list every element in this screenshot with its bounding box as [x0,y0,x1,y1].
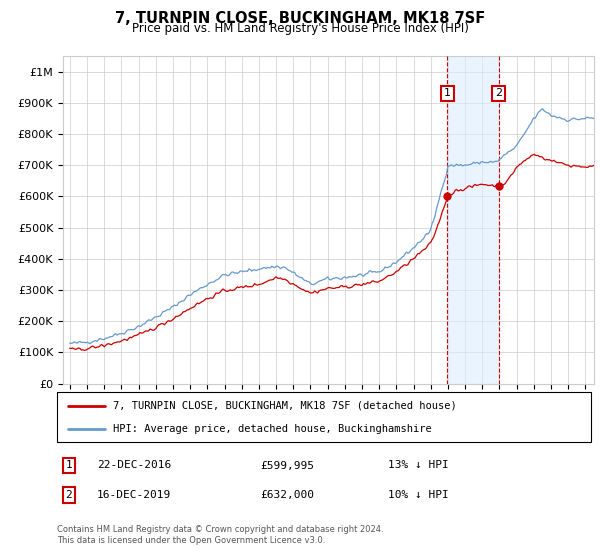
Text: £599,995: £599,995 [260,460,314,470]
Text: HPI: Average price, detached house, Buckinghamshire: HPI: Average price, detached house, Buck… [113,424,432,434]
Text: 2: 2 [65,490,72,500]
Text: 22-DEC-2016: 22-DEC-2016 [97,460,172,470]
Text: 1: 1 [444,88,451,99]
Text: Price paid vs. HM Land Registry's House Price Index (HPI): Price paid vs. HM Land Registry's House … [131,22,469,35]
FancyBboxPatch shape [57,392,591,442]
Text: 1: 1 [65,460,72,470]
Bar [448,56,499,384]
Text: 7, TURNPIN CLOSE, BUCKINGHAM, MK18 7SF: 7, TURNPIN CLOSE, BUCKINGHAM, MK18 7SF [115,11,485,26]
Text: £632,000: £632,000 [260,490,314,500]
Text: 10% ↓ HPI: 10% ↓ HPI [388,490,449,500]
Text: 16-DEC-2019: 16-DEC-2019 [97,490,172,500]
Text: 7, TURNPIN CLOSE, BUCKINGHAM, MK18 7SF (detached house): 7, TURNPIN CLOSE, BUCKINGHAM, MK18 7SF (… [113,400,457,410]
Text: 2: 2 [495,88,502,99]
Text: Contains HM Land Registry data © Crown copyright and database right 2024.
This d: Contains HM Land Registry data © Crown c… [57,525,383,545]
Text: 13% ↓ HPI: 13% ↓ HPI [388,460,449,470]
